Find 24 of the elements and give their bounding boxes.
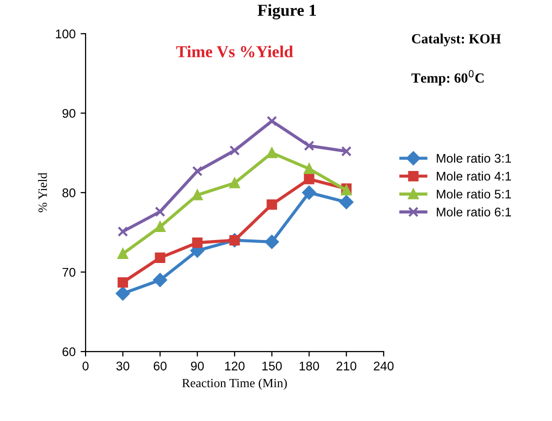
x-tick-label: 120 [225,362,245,370]
y-axis-title: % Yield [38,172,47,212]
legend-label: Mole ratio 3:1 [436,154,511,163]
text: Time Vs %Yield [176,46,294,58]
y-tick-label: 70 [62,268,76,277]
x-tick-label: 210 [336,362,356,370]
legend-label: Mole ratio 6:1 [436,207,511,216]
legend-label: Mole ratio 4:1 [436,171,511,181]
x-axis-title: Reaction Time (Min) [182,378,287,390]
caption: Figure 1 [258,4,316,20]
x-tick-label: 90 [190,362,204,370]
y-tick-label: 100 [56,29,76,38]
text: Catalyst: KOH [412,34,501,46]
x-tick-label: 180 [300,362,320,370]
x-tick-label: 60 [154,362,167,370]
x-tick-label: 240 [374,362,394,370]
y-tick-label: 90 [62,108,76,118]
x-tick-label: 0 [82,362,89,370]
y-tick-label: 80 [62,188,76,198]
y-tick-label: 60 [62,347,76,356]
x-tick-label: 150 [262,362,282,370]
text: Temp: 60$^{0}$C [411,70,484,86]
legend-label: Mole ratio 5:1 [436,189,511,199]
x-tick-label: 30 [116,362,130,370]
